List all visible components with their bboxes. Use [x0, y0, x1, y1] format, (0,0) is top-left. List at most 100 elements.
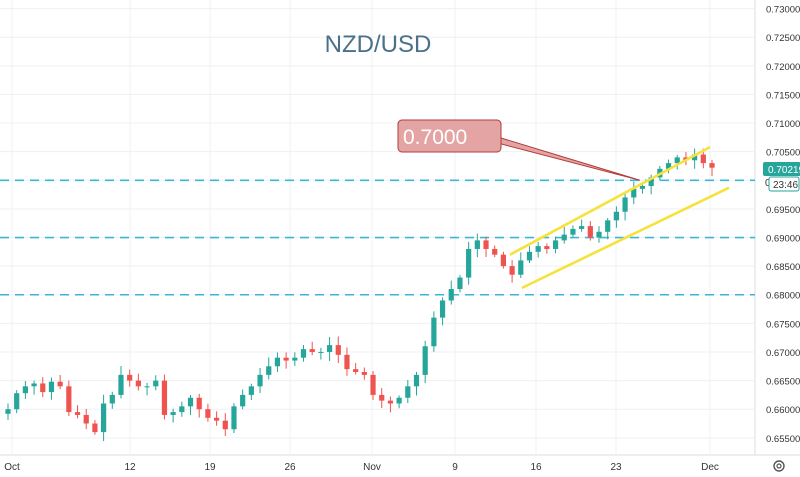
- y-tick-label: 0.68000: [766, 291, 800, 302]
- chart-title: NZD/USD: [325, 31, 432, 58]
- candle: [205, 403, 211, 422]
- y-tick-label: 0.66000: [766, 405, 800, 416]
- y-tick-label: 0.67000: [766, 348, 800, 359]
- callout-label: 0.7000: [403, 126, 467, 149]
- candle: [83, 408, 89, 430]
- candle: [300, 345, 307, 362]
- candle: [457, 275, 463, 293]
- candle: [101, 394, 107, 442]
- candle: [518, 252, 524, 279]
- candle: [153, 375, 159, 391]
- candle: [127, 369, 133, 387]
- candle: [396, 395, 402, 409]
- y-tick-label: 0.71000: [766, 119, 800, 130]
- candle: [413, 371, 420, 396]
- candle: [14, 390, 20, 414]
- candle: [483, 236, 489, 257]
- candle: [257, 367, 263, 394]
- candle: [422, 340, 428, 384]
- candle: [405, 380, 411, 404]
- candle: [57, 374, 63, 390]
- candle: [448, 280, 454, 305]
- candle: [135, 373, 141, 391]
- candle: [144, 382, 150, 396]
- candle: [92, 420, 98, 435]
- y-tick-label: 0.70500: [766, 148, 800, 159]
- y-axis: 0.73000 0.72500 0.72000 0.71500 0.71000 0.705…: [766, 5, 800, 445]
- candle: [622, 192, 628, 221]
- candle: [466, 241, 472, 285]
- x-tick-label: 16: [530, 462, 542, 473]
- candle: [692, 148, 698, 169]
- candle: [570, 225, 576, 237]
- x-tick-label: Dec: [701, 462, 719, 473]
- price-tag-value: 0.70219: [768, 165, 800, 176]
- candle: [613, 206, 619, 228]
- candle: [561, 226, 567, 244]
- candle: [109, 391, 115, 409]
- y-tick-label: 0.67500: [766, 319, 800, 330]
- candle: [605, 217, 611, 240]
- candle: [665, 159, 672, 174]
- candle: [213, 411, 220, 426]
- price-tag-time: 23:46: [773, 180, 798, 191]
- candle: [266, 357, 272, 380]
- y-tick-label: 0.69500: [766, 205, 800, 216]
- candle: [170, 408, 176, 423]
- candle: [500, 251, 507, 269]
- candle: [353, 363, 359, 375]
- candle: [535, 241, 541, 258]
- candle: [231, 403, 237, 434]
- candle: [379, 387, 385, 408]
- candle: [292, 352, 298, 366]
- candle: [387, 396, 394, 413]
- candle: [74, 405, 81, 419]
- candle: [631, 181, 637, 205]
- x-axis: Oct 12 19 26 Nov 9 16 23 Dec: [4, 462, 719, 473]
- price-tag-partial: 0: [765, 178, 771, 189]
- candle: [361, 367, 367, 380]
- x-tick-label: 12: [124, 462, 136, 473]
- candle: [283, 352, 289, 369]
- candle: [492, 245, 498, 258]
- candle: [22, 380, 28, 399]
- channel-lower-line: [521, 186, 730, 290]
- candle: [118, 366, 124, 399]
- candle: [474, 233, 480, 258]
- horizontal-levels: [0, 179, 755, 296]
- candle: [526, 246, 533, 264]
- price-tag: 0.70219 0 23:46: [763, 162, 800, 192]
- candle: [579, 219, 585, 232]
- channel-upper-line: [509, 145, 711, 256]
- candle: [326, 336, 333, 361]
- candles: [5, 148, 715, 442]
- candle: [179, 401, 185, 417]
- candle: [709, 159, 715, 177]
- x-tick-label: 26: [284, 462, 296, 473]
- candle: [509, 260, 515, 283]
- candle: [48, 377, 55, 400]
- trend-channel: [509, 145, 730, 290]
- candle: [596, 226, 602, 243]
- candle: [240, 389, 246, 410]
- candle: [161, 374, 168, 420]
- candle: [66, 380, 72, 416]
- candle: [544, 243, 550, 254]
- y-tick-label: 0.73000: [766, 5, 800, 16]
- candle: [31, 380, 37, 395]
- candle: [552, 236, 559, 254]
- x-tick-label: Nov: [363, 462, 381, 473]
- candle: [187, 394, 194, 416]
- x-tick-label: Oct: [4, 462, 20, 473]
- candle: [344, 347, 350, 376]
- candle: [439, 297, 446, 326]
- y-tick-label: 0.72000: [766, 62, 800, 73]
- candle: [370, 371, 376, 400]
- candle: [196, 393, 202, 418]
- candle: [309, 341, 315, 356]
- x-tick-label: 23: [610, 462, 622, 473]
- y-tick-label: 0.68500: [766, 262, 800, 273]
- settings-icon[interactable]: [773, 460, 785, 472]
